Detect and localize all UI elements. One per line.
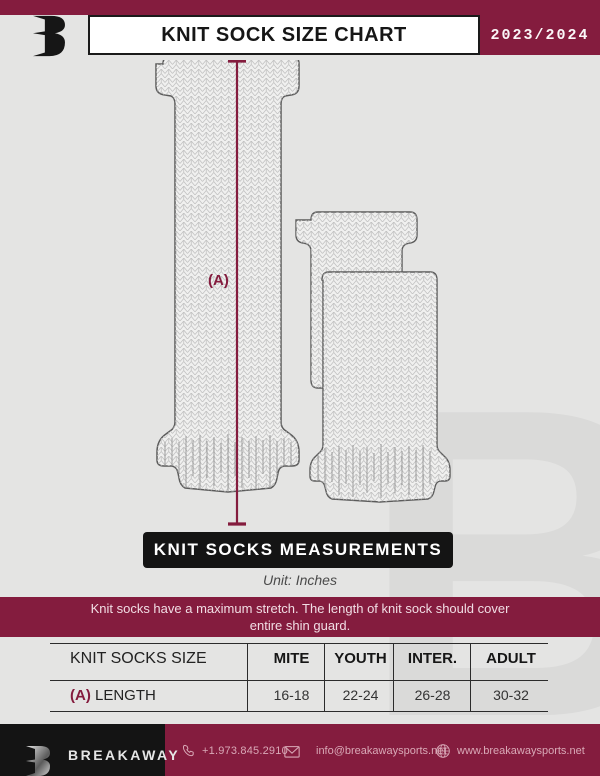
svg-text:(A): (A) [208, 272, 229, 289]
